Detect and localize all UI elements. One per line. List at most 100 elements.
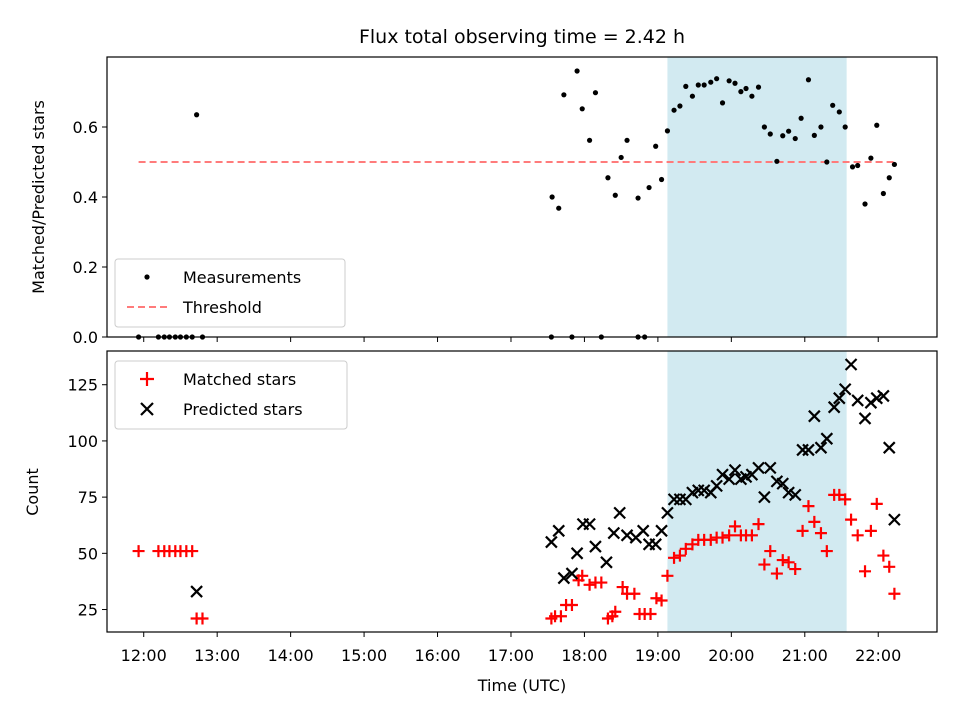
predicted-star-point <box>655 524 668 538</box>
matched-star-point <box>758 558 771 571</box>
measurement-point <box>605 175 611 181</box>
measurement-point <box>761 124 767 130</box>
top-y-tick-label: 0.6 <box>73 118 98 137</box>
top-legend: Measurements Threshold <box>114 258 346 328</box>
legend-predicted-label: Predicted stars <box>183 400 303 419</box>
measurement-point <box>749 93 755 99</box>
predicted-star-point <box>710 479 723 493</box>
predicted-star-point <box>776 477 790 490</box>
matched-star-point <box>752 518 765 531</box>
measurement-point <box>586 137 593 143</box>
measurement-point <box>624 137 630 143</box>
predicted-star-point <box>600 556 613 569</box>
matched-star-point <box>609 605 622 618</box>
x-tick-label: 13:00 <box>194 646 240 665</box>
matched-star-point <box>628 587 641 600</box>
measurement-point <box>719 100 726 106</box>
measurement-point <box>732 80 738 86</box>
measurement-point <box>701 82 707 88</box>
measurement-point <box>836 109 842 115</box>
top-shaded-region <box>667 57 847 337</box>
measurement-point <box>842 124 848 130</box>
measurement-point <box>671 107 677 113</box>
measurement-point <box>574 68 580 74</box>
predicted-star-point <box>788 488 802 502</box>
matched-star-point <box>729 520 742 533</box>
measurement-point <box>658 176 665 183</box>
top-y-tick-label: 0.0 <box>73 328 98 347</box>
matched-star-point <box>859 565 872 578</box>
bottom-y-axis: 25 50 75 100 125 <box>67 376 107 620</box>
predicted-star-point <box>583 517 596 531</box>
matched-star-point <box>186 545 199 558</box>
bottom-legend-box <box>114 360 348 430</box>
measurement-point <box>818 124 824 130</box>
x-axis-label: Time (UTC) <box>477 676 566 695</box>
predicted-star-point <box>838 382 852 396</box>
measurement-point <box>862 201 868 207</box>
measurement-point <box>824 159 830 165</box>
measurement-point <box>579 106 585 112</box>
matched-star-point <box>673 549 686 562</box>
x-tick-label: 22:00 <box>855 646 901 665</box>
x-tick-label: 17:00 <box>488 646 534 665</box>
predicted-star-point <box>545 535 558 549</box>
predicted-star-point <box>858 412 872 425</box>
matched-star-point <box>716 531 729 544</box>
measurement-point <box>743 85 749 92</box>
measurement-point <box>811 132 817 138</box>
predicted-star-point <box>716 468 729 481</box>
measurement-point <box>653 143 659 149</box>
matched-star-point <box>650 592 663 605</box>
predicted-star-point <box>877 389 890 403</box>
matched-star-point <box>704 533 717 546</box>
measurement-point <box>886 175 892 181</box>
bottom-y-tick-label: 25 <box>78 601 98 620</box>
predicted-star-point <box>802 443 815 457</box>
measurement-point <box>664 128 671 134</box>
matched-star-point <box>820 545 833 558</box>
x-tick-label: 21:00 <box>782 646 828 665</box>
measurement-point <box>726 78 732 84</box>
matched-star-point <box>802 500 815 513</box>
bottom-y-tick-label: 125 <box>67 376 98 395</box>
measurement-point <box>855 162 861 169</box>
bottom-panel: 25 50 75 100 125 12:00 13:00 14:00 15:00 16:00 17… <box>23 350 938 695</box>
matched-star-point <box>870 497 883 510</box>
predicted-star-point <box>763 461 777 475</box>
measurement-point <box>646 184 652 191</box>
predicted-star-point <box>613 506 626 520</box>
matched-star-point <box>655 594 668 607</box>
bottom-y-axis-label: Count <box>23 468 42 516</box>
bottom-y-tick-label: 50 <box>78 544 98 563</box>
matched-star-point <box>196 612 209 625</box>
measurement-point <box>792 135 798 142</box>
matched-star-point <box>789 563 802 576</box>
predicted-star-point <box>722 472 736 486</box>
measurement-point <box>549 194 555 200</box>
top-y-axis-label: Matched/Predicted stars <box>29 100 48 294</box>
measurement-point <box>798 115 804 121</box>
measurement-point <box>849 164 856 170</box>
measurement-point <box>874 122 880 128</box>
matched-star-point <box>814 527 827 540</box>
bottom-y-tick-label: 100 <box>67 432 98 451</box>
predicted-star-point <box>607 526 621 540</box>
measurement-point <box>194 112 200 118</box>
x-tick-label: 18:00 <box>561 646 607 665</box>
matched-star-point <box>851 529 864 542</box>
matched-star-point <box>776 554 789 567</box>
predicted-star-point <box>620 529 634 542</box>
matched-star-point <box>576 569 589 582</box>
predicted-star-point <box>827 400 841 414</box>
measurement-point <box>880 190 886 197</box>
matched-star-point <box>132 545 145 558</box>
predicted-star-point <box>570 547 584 560</box>
measurement-point <box>708 79 714 85</box>
matched-star-point <box>668 551 681 564</box>
measurement-point <box>738 89 744 95</box>
measurement-point <box>767 131 773 137</box>
top-y-tick-label: 0.2 <box>73 258 98 277</box>
matched-star-point <box>877 549 890 562</box>
x-tick-label: 16:00 <box>414 646 460 665</box>
